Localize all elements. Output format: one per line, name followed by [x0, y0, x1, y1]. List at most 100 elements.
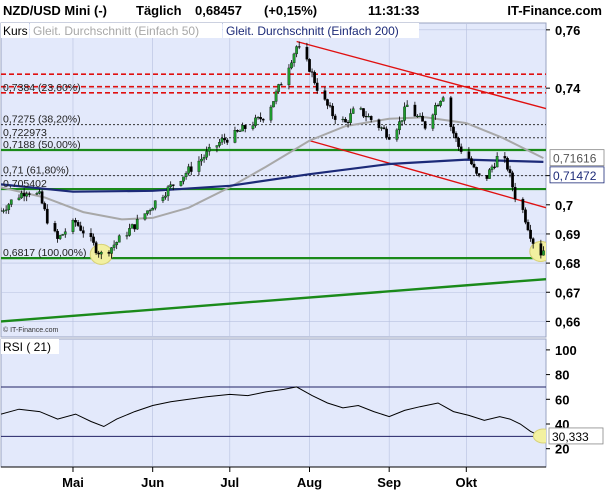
candle-body [328, 105, 332, 107]
candle-body [377, 119, 381, 128]
candle-body [323, 90, 327, 100]
candle-body [43, 203, 47, 210]
candle-body [74, 220, 77, 223]
candle-body [45, 208, 49, 224]
candle-body [117, 235, 121, 243]
x-axis-label: Jun [141, 475, 164, 490]
candle-body [261, 118, 265, 121]
x-axis-label: Okt [455, 475, 477, 490]
candle-body [488, 169, 491, 179]
candle-body [274, 91, 278, 102]
candle-body [308, 59, 311, 72]
candle-body [470, 158, 473, 165]
candle-body [56, 230, 59, 239]
trendline-channel-lower [309, 139, 546, 209]
candle-body [380, 127, 383, 129]
candle-body [107, 251, 111, 254]
candle-body [346, 121, 350, 124]
candle-body [287, 67, 291, 86]
candle-body [166, 186, 170, 197]
x-axis-label: Mai [62, 475, 84, 490]
price-axis-label: 0,69 [555, 227, 580, 242]
candle-body [292, 53, 296, 64]
candle-body [521, 198, 525, 210]
candle-body [511, 172, 514, 188]
candle-body [531, 238, 535, 244]
header-change: (+0,15%) [264, 3, 317, 18]
candle-body [89, 233, 93, 238]
candle-body [151, 208, 155, 211]
legend-sma50: Gleit. Durchschnitt (Einfach 50) [33, 24, 199, 38]
candle-body [81, 230, 85, 234]
candle-body [459, 146, 463, 152]
price-axis-label: 0,7 [555, 198, 573, 213]
candle-body [295, 46, 298, 55]
candle-body [110, 247, 113, 254]
candle-body [413, 104, 417, 117]
candle-body [431, 114, 435, 129]
last-value-box [549, 149, 605, 167]
candle-body [76, 222, 80, 226]
candle-body [94, 242, 98, 254]
candle-body [341, 118, 345, 121]
candle-body [184, 173, 188, 178]
candle-body [331, 105, 334, 117]
candle-body [313, 72, 316, 84]
rsi-last-value-label: 30,333 [552, 430, 589, 444]
rsi-axis-label: 80 [555, 368, 569, 383]
level-label: 0,71 (61,80%) [3, 165, 69, 177]
candle-body [79, 225, 83, 231]
x-axis-label: Jul [220, 475, 239, 490]
level-label: 0,6817 (100,00%) [3, 247, 86, 259]
trendline-long-support [1, 277, 546, 323]
rsi-axis-label: 60 [555, 392, 569, 407]
level-label: 0,7384 (23,60%) [3, 82, 81, 94]
candle-body [477, 173, 481, 176]
candle-body [387, 137, 391, 140]
candle-body [7, 204, 11, 211]
candle-body [197, 160, 201, 172]
candle-body [133, 224, 137, 230]
candle-body [434, 105, 437, 116]
candle-body [207, 146, 211, 152]
candle-body [452, 126, 455, 134]
candle-body [243, 125, 247, 129]
candle-body [112, 244, 116, 248]
candle-body [169, 184, 173, 187]
rsi-panel [0, 338, 547, 468]
legend-sma50-box [30, 23, 222, 38]
candle-body [35, 193, 39, 195]
candle-body [171, 184, 175, 186]
candle-body [153, 200, 157, 209]
candle-body [421, 115, 424, 122]
candle-body [179, 181, 183, 186]
candle-body [61, 234, 65, 236]
level-label: 0,722973 [3, 127, 47, 139]
candle-body [128, 228, 131, 236]
candle-body [418, 115, 422, 117]
candle-body [529, 229, 532, 239]
candle-body [513, 186, 517, 200]
candle-body [400, 120, 404, 122]
candle-body [130, 224, 134, 229]
candle-body [403, 106, 406, 121]
price-axis-label: 0,76 [555, 23, 580, 38]
candle-body [490, 166, 494, 170]
candle-body [359, 108, 363, 110]
candle-body [161, 197, 165, 201]
rsi-last-value-box [548, 427, 604, 445]
rsi-panel-title: RSI ( 21) [3, 340, 51, 354]
candle-body [146, 210, 149, 214]
last-value-label: 0,71616 [553, 152, 597, 166]
candle-body [63, 231, 67, 235]
candle-body [351, 108, 355, 114]
candle-body [1, 210, 3, 212]
sma200-value-box [549, 166, 605, 184]
candle-body [97, 252, 101, 255]
candle-body [362, 108, 365, 117]
candle-body [493, 166, 496, 168]
candle-body [251, 125, 255, 129]
x-axis-label: Sep [377, 475, 401, 490]
candle-body [475, 167, 478, 174]
